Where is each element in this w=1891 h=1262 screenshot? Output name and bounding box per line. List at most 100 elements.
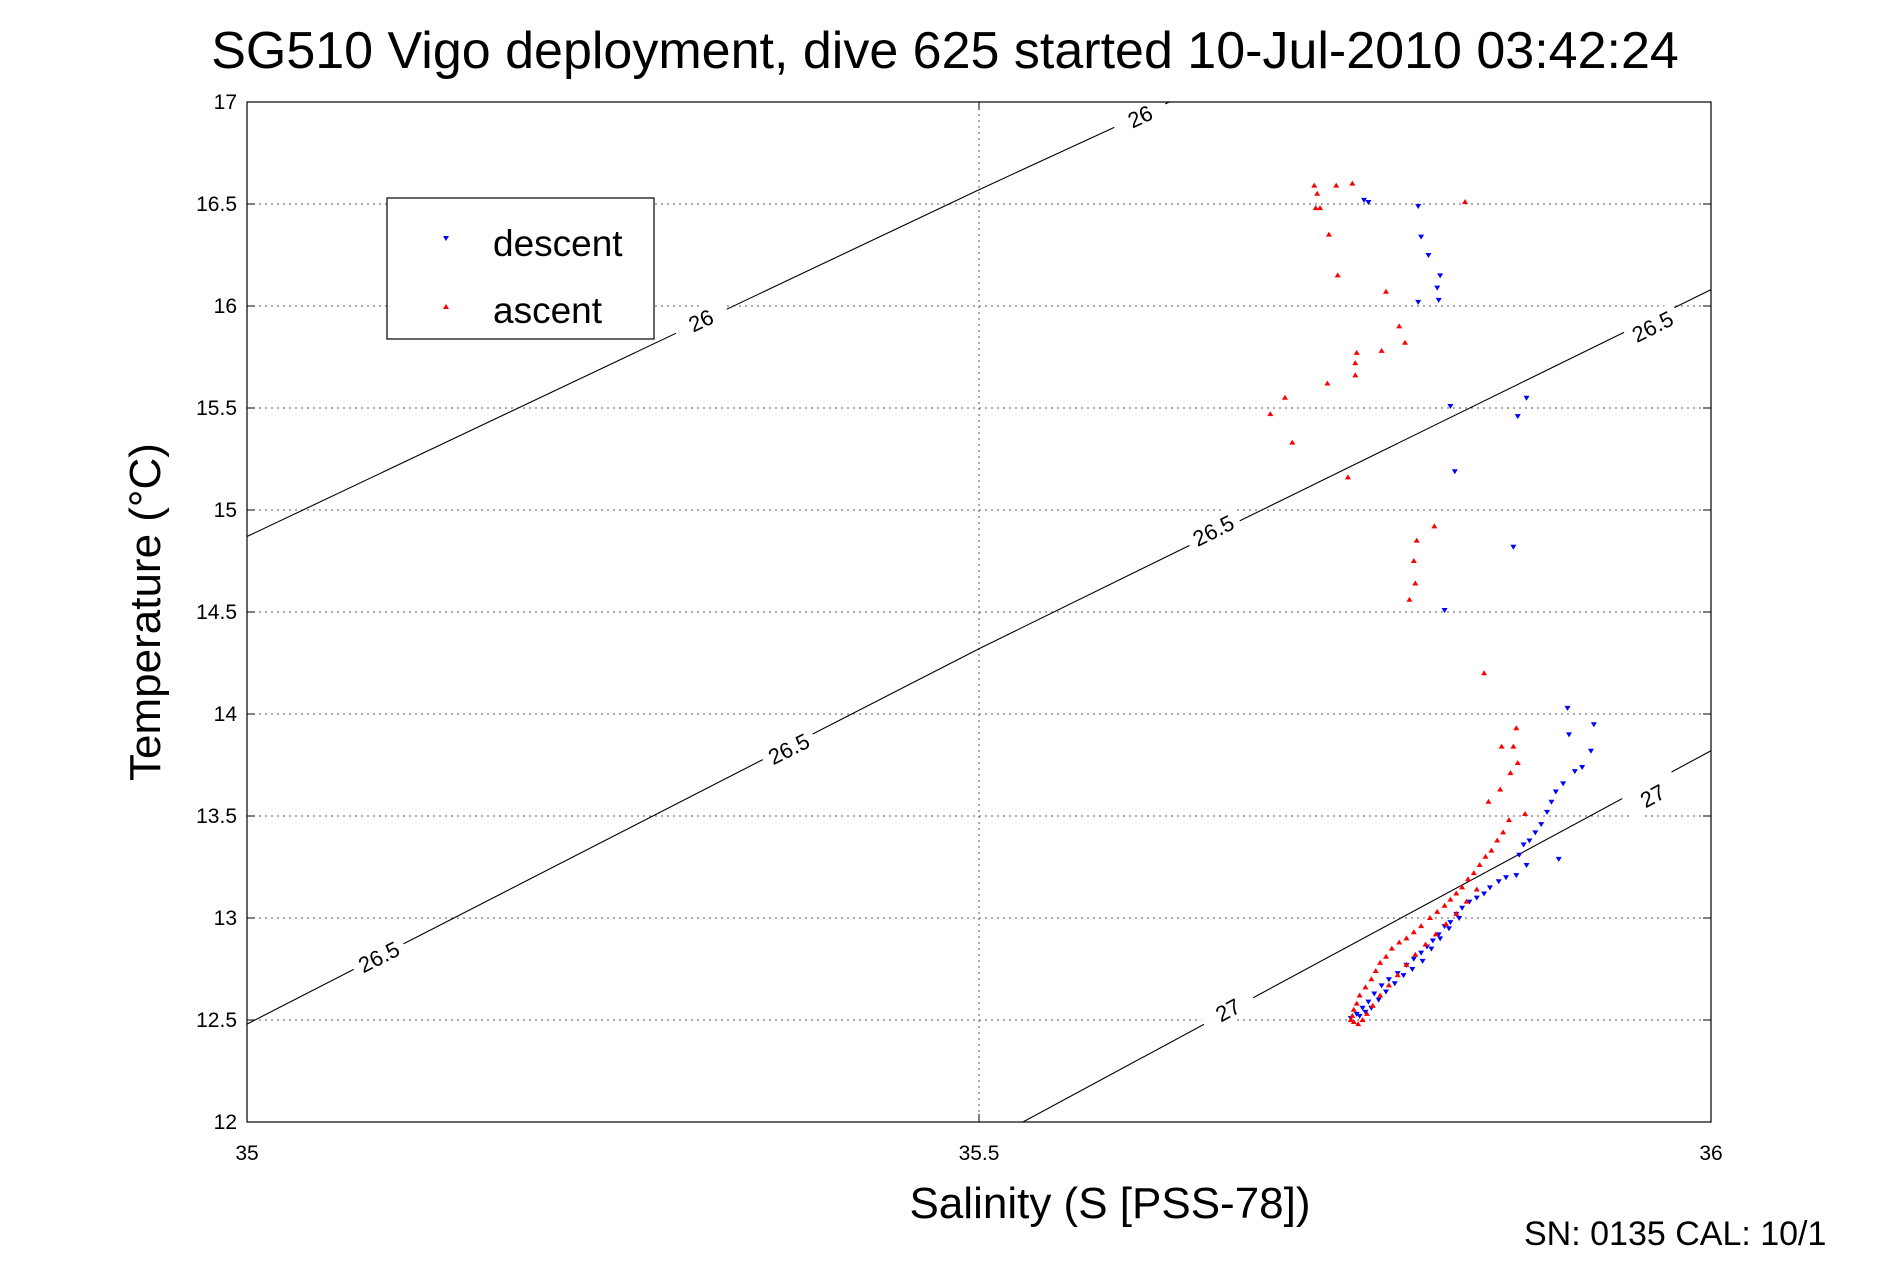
- data-point-ascent: [1463, 898, 1470, 904]
- density-contour-line: [247, 289, 1711, 1025]
- data-point-ascent: [1494, 837, 1501, 843]
- x-tick-label: 35.5: [959, 1142, 1000, 1165]
- data-point-descent: [1548, 799, 1555, 805]
- data-point-ascent: [1372, 968, 1379, 974]
- data-point-ascent: [1410, 558, 1417, 563]
- y-tick-label: 16: [214, 295, 237, 318]
- data-point-ascent: [1394, 972, 1401, 978]
- y-tick-label: 14: [214, 703, 238, 726]
- data-point-ascent: [1453, 910, 1460, 916]
- data-point-ascent: [1289, 439, 1296, 445]
- data-point-ascent: [1396, 323, 1403, 329]
- data-point-ascent: [1434, 908, 1441, 914]
- density-contour-line: [1022, 750, 1711, 1122]
- data-point-descent: [1503, 875, 1510, 881]
- contour-label-bg: [1182, 506, 1245, 555]
- data-point-descent: [1510, 544, 1517, 550]
- axis-ticks: 35 35.5 36 12 12.5 13 13.5 14 14.5 15 15.5 16 16.5 17: [196, 91, 1723, 1165]
- data-point-ascent: [1352, 372, 1359, 378]
- data-point-ascent: [1350, 1006, 1357, 1012]
- data-point-ascent: [1352, 360, 1359, 366]
- data-point-descent: [1571, 769, 1578, 775]
- data-point-descent: [1516, 852, 1523, 858]
- data-point-ascent: [1497, 786, 1504, 792]
- contour-label-bg: [669, 296, 732, 344]
- y-axis-label: Temperature (°C): [121, 443, 170, 781]
- data-point-ascent: [1350, 1019, 1357, 1025]
- data-point-ascent: [1485, 798, 1492, 804]
- data-point-ascent: [1385, 982, 1392, 988]
- data-point-descent: [1365, 999, 1372, 1005]
- data-point-ascent: [1378, 347, 1385, 353]
- data-point-descent: [1544, 809, 1551, 815]
- data-point-descent: [1375, 997, 1382, 1003]
- data-point-ascent: [1422, 941, 1429, 947]
- data-point-descent: [1435, 932, 1442, 938]
- data-point-ascent: [1314, 190, 1321, 196]
- legend-label-descent: descent: [493, 223, 623, 264]
- y-tick-label: 15.5: [196, 397, 237, 420]
- data-point-ascent: [1281, 394, 1288, 400]
- data-point-descent: [1425, 253, 1432, 258]
- data-point-descent: [1514, 414, 1521, 420]
- data-point-ascent: [1311, 182, 1318, 188]
- data-point-ascent: [1333, 182, 1340, 188]
- series-ascent: [1267, 180, 1529, 1027]
- data-point-descent: [1447, 403, 1454, 409]
- data-point-descent: [1587, 748, 1594, 754]
- data-point-ascent: [1498, 743, 1505, 749]
- data-point-descent: [1451, 469, 1458, 475]
- contour-label-bg: [1109, 92, 1171, 140]
- data-point-ascent: [1513, 725, 1520, 731]
- contour-label-bg: [1197, 985, 1259, 1035]
- data-point-ascent: [1441, 902, 1448, 908]
- data-point-descent: [1555, 856, 1562, 862]
- data-point-descent: [1419, 958, 1426, 964]
- data-point-descent: [1400, 973, 1407, 979]
- data-point-descent: [1560, 781, 1567, 787]
- data-point-ascent: [1382, 953, 1389, 959]
- data-point-ascent: [1353, 349, 1360, 355]
- data-point-ascent: [1473, 886, 1480, 892]
- data-point-descent: [1565, 732, 1572, 738]
- y-tick-label: 12: [214, 1111, 237, 1134]
- data-point-descent: [1495, 879, 1502, 885]
- data-point-descent: [1371, 991, 1378, 997]
- data-point-ascent: [1426, 915, 1433, 920]
- data-point-descent: [1441, 607, 1448, 613]
- data-point-ascent: [1324, 380, 1331, 386]
- data-point-descent: [1359, 1005, 1366, 1011]
- data-point-descent: [1353, 1011, 1360, 1017]
- legend-label-ascent: ascent: [493, 290, 603, 331]
- data-point-ascent: [1368, 976, 1375, 982]
- data-point-descent: [1532, 830, 1539, 836]
- y-tick-label: 17: [214, 91, 237, 114]
- data-point-ascent: [1396, 939, 1403, 945]
- legend-marker-descent: [443, 236, 449, 241]
- footer-text: SN: 0135 CAL: 10/1: [1524, 1215, 1826, 1253]
- data-point-ascent: [1510, 743, 1517, 749]
- data-point-descent: [1437, 936, 1444, 942]
- data-point-ascent: [1388, 945, 1395, 951]
- data-point-descent: [1523, 395, 1530, 401]
- data-point-ascent: [1377, 959, 1384, 965]
- y-tick-label: 16.5: [196, 193, 237, 216]
- data-point-ascent: [1325, 231, 1332, 237]
- data-point-ascent: [1402, 339, 1409, 345]
- data-point-ascent: [1359, 1017, 1366, 1022]
- y-tick-label: 13.5: [196, 805, 237, 828]
- data-point-ascent: [1334, 272, 1341, 278]
- contour-label-bg: [757, 724, 820, 773]
- data-point-ascent: [1431, 523, 1438, 529]
- data-point-ascent: [1406, 596, 1413, 602]
- data-point-descent: [1409, 967, 1416, 972]
- chart-title: SG510 Vigo deployment, dive 625 started …: [211, 22, 1679, 80]
- data-point-ascent: [1488, 847, 1495, 853]
- y-tick-label: 13: [214, 907, 237, 930]
- data-series: [1267, 180, 1597, 1027]
- data-point-ascent: [1382, 288, 1389, 294]
- data-point-descent: [1456, 916, 1463, 921]
- data-point-ascent: [1369, 1002, 1376, 1008]
- data-point-descent: [1513, 873, 1520, 879]
- data-point-ascent: [1377, 992, 1384, 998]
